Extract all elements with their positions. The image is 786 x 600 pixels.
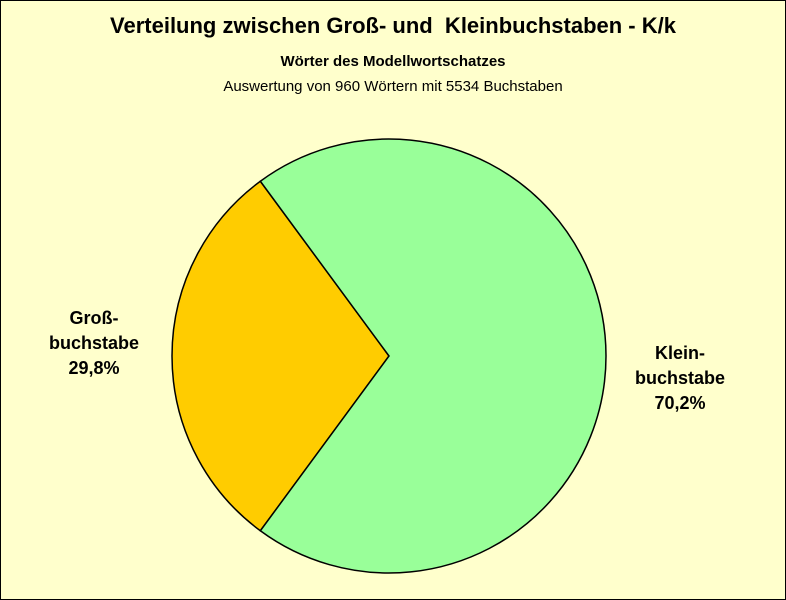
slice-label-kleinbuchstabe: Klein- buchstabe 70,2% <box>605 341 755 416</box>
slice-label-line1: Klein- <box>654 343 705 363</box>
slice-value-label: 70,2% <box>654 393 706 413</box>
pie-slice-grossbuchstabe <box>171 180 390 532</box>
slice-label-line1: Groß- <box>69 308 119 328</box>
slice-label-line2: buchstabe <box>48 333 140 353</box>
slice-label-grossbuchstabe: Groß- buchstabe 29,8% <box>19 306 169 381</box>
chart-title: Verteilung zwischen Groß- und Kleinbuchs… <box>110 13 676 38</box>
pie-slice-kleinbuchstabe <box>259 138 607 574</box>
chart-subtitle: Wörter des Modellwortschatzes <box>280 53 506 70</box>
slice-label-line2: buchstabe <box>634 368 726 388</box>
chart-subtitle-evaluation: Auswertung von 960 Wörtern mit 5534 Buch… <box>223 78 563 95</box>
slice-value-label: 29,8% <box>68 358 120 378</box>
